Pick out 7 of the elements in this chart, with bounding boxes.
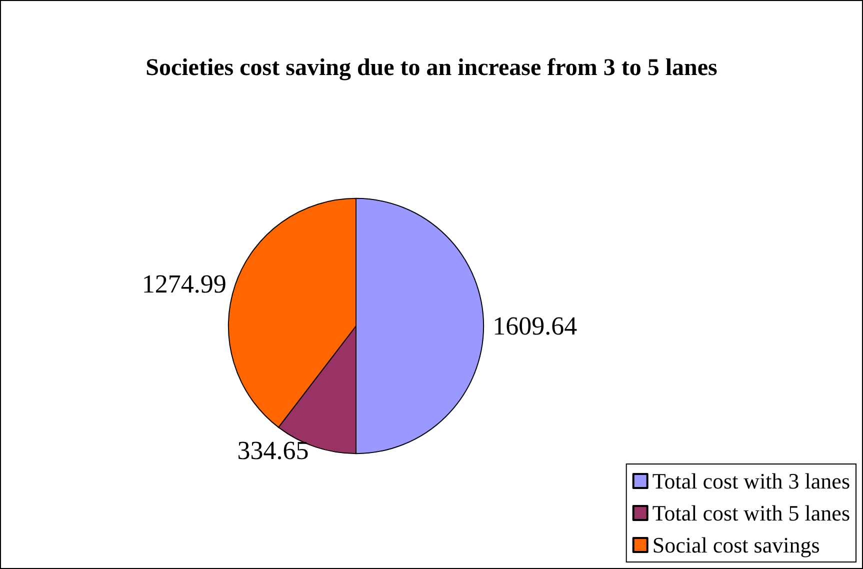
data-label: 1274.99 [142,269,226,298]
legend-label: Social cost savings [652,532,820,558]
chart-title: Societies cost saving due to an increase from 3 to 5 lanes [146,55,718,81]
data-label: 334.65 [237,436,309,466]
legend-label: Total cost with 5 lanes [652,500,850,526]
data-label: 1609.64 [492,312,578,340]
legend-label: Total cost with 3 lanes [652,468,850,494]
